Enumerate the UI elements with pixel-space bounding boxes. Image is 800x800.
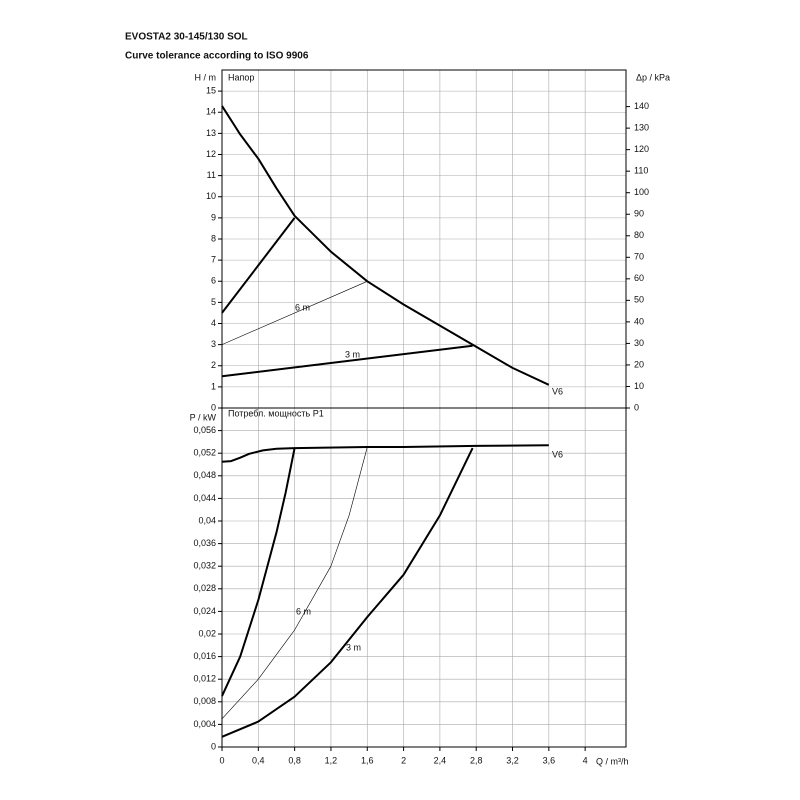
y-tick-label: 14 [206,107,216,117]
y2-axis-label: Δp / kPa [636,72,670,82]
y-tick-label: 0,048 [193,470,216,480]
x-tick-label: 0 [219,755,224,765]
curve [221,217,296,314]
y-tick-label: 0,004 [193,719,216,729]
y-tick-label: 0,008 [193,696,216,706]
y-tick-label: 0,044 [193,493,216,503]
curve-label: V6 [552,449,563,459]
y-axis-label: P / kW [190,412,217,422]
curve [221,344,473,378]
y-tick-label: 13 [206,128,216,138]
y2-tick-label: 10 [634,381,644,391]
y-tick-label: 12 [206,149,216,159]
y-tick-label: 0,036 [193,538,216,548]
y-tick-label: 15 [206,86,216,96]
curve [221,447,474,738]
y2-tick-label: 30 [634,338,644,348]
plot-frame [221,407,627,748]
y-tick-label: 0 [211,741,216,751]
curve [221,444,549,463]
y-tick-label: 1 [211,381,216,391]
x-tick-label: 3,6 [543,755,556,765]
chart-title: EVOSTA2 30-145/130 SOL [125,32,248,43]
panel-title: Потребл. мощность P1 [228,408,324,418]
y-tick-label: 0,028 [193,583,216,593]
y2-tick-label: 20 [634,359,644,369]
curve [221,447,296,697]
y-tick-label: 0,012 [193,674,216,684]
curve-label: 3 m [346,642,361,652]
y-tick-label: 11 [207,170,216,180]
x-tick-label: 2,4 [434,755,447,765]
x-tick-label: 1,6 [361,755,374,765]
y-axis-label: H / m [195,72,217,82]
y-tick-label: 8 [211,233,216,243]
y-tick-label: 0,016 [193,651,216,661]
x-tick-label: 2 [401,755,406,765]
y2-tick-label: 70 [634,252,644,262]
y2-tick-label: 130 [634,123,649,133]
x-axis-label: Q / m³/h [596,756,629,766]
x-tick-label: 4 [583,755,588,765]
chart-subtitle: Curve tolerance according to ISO 9906 [125,51,309,62]
curve [221,446,368,720]
y-tick-label: 10 [206,191,216,201]
curve-label: 6 m [296,606,311,616]
y-tick-label: 0,052 [193,448,216,458]
y-tick-label: 3 [211,339,216,349]
curve-label: 6 m [295,302,310,312]
y-tick-label: 0 [211,402,216,412]
y-tick-label: 0,04 [198,515,216,525]
y-tick-label: 5 [211,297,216,307]
y-tick-label: 0,02 [198,628,216,638]
y2-tick-label: 50 [634,295,644,305]
y-tick-label: 0,056 [193,425,216,435]
y-tick-label: 0,024 [193,606,216,616]
y2-tick-label: 120 [634,144,649,154]
y2-tick-label: 100 [634,187,649,197]
y2-tick-label: 0 [634,402,639,412]
curve-label: V6 [552,386,563,396]
y-tick-label: 2 [211,360,216,370]
y2-tick-label: 80 [634,230,644,240]
x-tick-label: 0,8 [288,755,301,765]
y-tick-label: 6 [211,276,216,286]
x-tick-label: 3,2 [506,755,519,765]
y-tick-label: 7 [211,255,216,265]
y2-tick-label: 90 [634,209,644,219]
curve-label: 3 m [345,349,360,359]
y-tick-label: 4 [211,318,216,328]
curve [221,105,550,386]
curve [221,281,368,345]
y-tick-label: 0,032 [193,561,216,571]
x-tick-label: 0,4 [252,755,265,765]
y2-tick-label: 140 [634,101,649,111]
y2-tick-label: 110 [634,166,648,176]
x-tick-label: 2,8 [470,755,483,765]
y2-tick-label: 60 [634,273,644,283]
y-tick-label: 9 [211,212,216,222]
y2-tick-label: 40 [634,316,644,326]
panel-title: Напор [228,72,254,82]
x-tick-label: 1,2 [325,755,338,765]
